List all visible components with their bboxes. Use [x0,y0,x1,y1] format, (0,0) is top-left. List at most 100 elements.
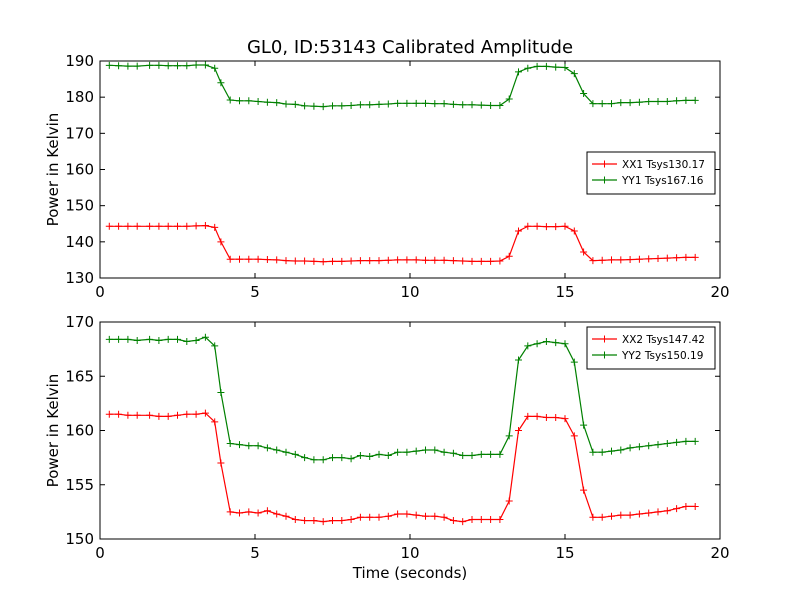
chart1-y-tick-label: 190 [65,52,94,70]
chart1-series-2-point [273,99,281,107]
chart1-series-1-point [412,256,420,264]
chart2-series-2-point [468,451,476,459]
chart1-series-2-point [691,96,699,104]
chart1-series-2-point [645,98,653,106]
chart1-series-1-point [635,255,643,263]
chart1-x-tick-label: 0 [95,283,105,301]
chart1-series-1-point [301,257,309,265]
chart2-series-1-point [580,486,588,494]
chart1-series-1-point [338,257,346,265]
chart2-series-1-point [211,418,219,426]
chart1-series-2-point [440,100,448,108]
chart2-series-1-point [245,508,253,516]
chart2-series-1-point [422,512,429,520]
chart1-series-1-point [580,248,588,256]
chart1-series-1-point [561,222,569,230]
chart1-series-1-point [329,257,336,265]
chart2-x-tick-label: 5 [250,544,260,562]
chart2-series-2-point [338,454,346,462]
chart1-series-2-point [487,101,495,109]
chart1-series-2-point [561,64,569,72]
chart2-series-1-point [164,412,172,420]
chart2-series-1-point [201,409,209,417]
chart2-series-1-point [273,510,281,518]
chart2-series-2-point [487,450,495,458]
chart1-series-1-point [146,222,154,230]
chart2-series-1-point [263,507,271,515]
chart2-series-1-point [589,513,597,521]
bottom-subplot: 0 5 10 15 20 150 155 160 165 170 Power in Kelvin XX… [44,313,730,562]
chart1-series-1-point [115,222,123,230]
chart1-series-1-point [663,254,671,262]
chart1-series-1-point [422,256,429,264]
chart1-series-1-point [347,257,355,265]
chart1-series-1-point [431,256,439,264]
chart2-x-tick-label: 20 [710,544,729,562]
chart1-series-line-2 [109,64,696,108]
chart1-series-2-point [422,99,429,107]
chart1-series-2-point [673,97,681,105]
chart2-y-tick-label: 155 [65,476,94,494]
chart2-series-1-point [515,427,522,434]
chart2-series-1-point [617,511,625,519]
chart1-series-2-point [347,101,355,109]
chart2-series-1-point [673,505,681,513]
chart1-series-2-point [663,98,671,106]
chart1-series-1-point [496,257,504,265]
chart1-series-2-point [263,98,271,106]
chart1-series-1-point [552,223,560,231]
chart1-series-2-point [183,62,191,70]
chart2-series-2-point [552,339,560,347]
chart1-series-2-point [105,61,113,69]
chart2-series-2-point [440,448,448,456]
chart1-series-2-point [635,98,643,106]
chart1-series-1-point [505,252,513,260]
chart2-series-2-point [155,336,163,344]
chart1-series-2-point [245,97,253,105]
chart2-series-2-point [617,446,625,454]
chart2-series-1-point [105,410,113,418]
chart2-series-2-point [449,449,457,457]
chart2-legend-marker-1 [601,335,608,343]
chart2-series-1-point [663,507,671,515]
chart2-series-2-point [347,455,355,463]
chart2-series-1-point [310,517,318,525]
chart2-series-2-point [663,440,671,448]
chart2-series-2-point [273,446,281,454]
chart2-series-2-point [542,338,550,346]
chart1-series-1-point [394,256,402,264]
chart1-series-1-point [236,255,243,263]
chart1-series-1-point [487,257,495,265]
chart2-series-2-point [133,336,141,344]
chart2-y-axis-label: Power in Kelvin [44,374,62,488]
chart2-series-1-point [403,510,411,518]
chart1-series-2-point [580,90,588,98]
chart2-series-2-point [673,438,681,446]
chart2-series-2-point [598,448,606,456]
chart2-series-line-2 [109,336,696,461]
chart2-series-2-point [394,448,402,456]
chart1-series-2-point [533,62,541,70]
chart1-series-2-point [155,61,163,69]
chart2-legend-box [586,326,716,370]
chart2-series-1-point [375,513,383,521]
chart2-y-tick-label: 150 [65,530,94,548]
chart1-series-2-point [468,101,476,109]
chart2-series-2-point [226,440,234,448]
chart1-series-2-point [570,70,578,78]
chart2-series-1-point [608,512,615,520]
chart2-legend-marker-2 [601,351,608,359]
chart2-series-1-point [542,413,550,421]
chart2-series-2-point [329,454,336,462]
chart1-series-1-point [403,256,411,264]
chart2-series-1-point [192,410,200,418]
chart1-series-2-point [319,103,327,111]
chart2-y-tick-label: 160 [65,422,94,440]
chart2-series-1-point [533,412,541,420]
chart2-legend-label-2: YY2 Tsys150.19 [621,350,703,362]
chart1-x-tick-label: 15 [555,283,574,301]
chart1-series-1-point [673,254,681,262]
chart2-series-2-point [608,447,615,455]
chart2-series-2-point [366,453,374,461]
chart1-y-tick-label: 140 [65,233,94,251]
